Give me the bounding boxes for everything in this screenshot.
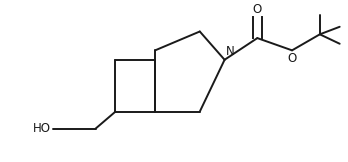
Text: N: N <box>226 45 235 58</box>
Text: HO: HO <box>33 122 51 135</box>
Text: O: O <box>253 3 262 16</box>
Text: O: O <box>287 52 297 65</box>
